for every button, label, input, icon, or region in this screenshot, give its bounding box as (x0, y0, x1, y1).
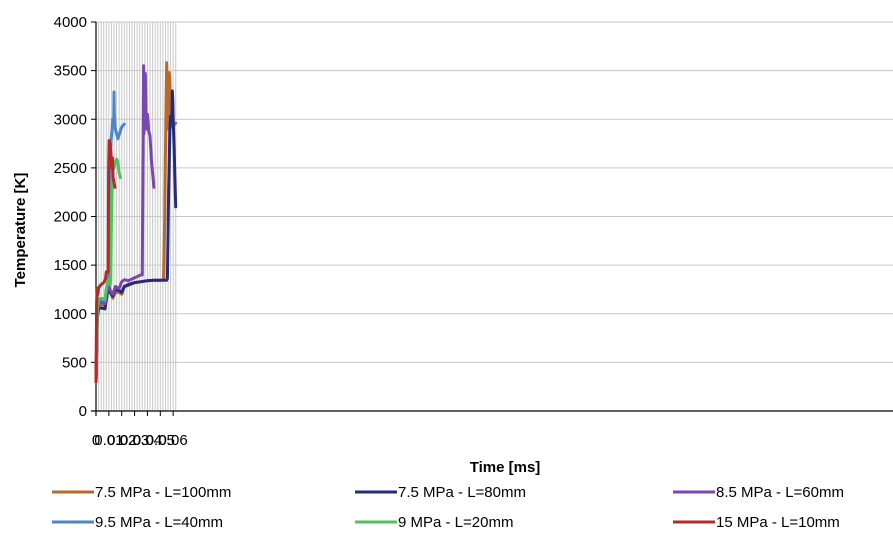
axes (91, 22, 893, 416)
x-tick-label: 0 (92, 432, 100, 449)
y-tick-label: 0 (79, 403, 87, 420)
x-tick-label: 0.03 (120, 432, 149, 449)
y-tick-label: 2500 (54, 160, 87, 177)
legend-label-4: 9.5 MPa - L=40mm (95, 514, 223, 531)
legend-label-1: 7.5 MPa - L=100mm (95, 484, 231, 501)
x-tick-label: 0.01 (94, 432, 123, 449)
y-tick-label: 3500 (54, 63, 87, 80)
legend-label-3: 8.5 MPa - L=60mm (716, 484, 844, 501)
x-tick-label: 0.02 (107, 432, 136, 449)
grid-lines (96, 21, 893, 412)
x-tick-label: 0.05 (146, 432, 175, 449)
y-tick-label: 4000 (54, 14, 87, 31)
y-tick-label: 2000 (54, 209, 87, 226)
x-tick-labels: 00.010.020.030.040.050.06 (92, 411, 188, 449)
y-tick-label: 500 (62, 354, 87, 371)
series-line-6 (94, 139, 117, 384)
legend-label-6: 15 MPa - L=10mm (716, 514, 840, 531)
legend-label-2: 7.5 MPa - L=80mm (398, 484, 526, 501)
y-axis-title: Temperature [K] (12, 173, 29, 288)
y-tick-label: 1500 (54, 257, 87, 274)
y-tick-label: 3000 (54, 111, 87, 128)
y-tick-labels: 0 500 1000 1500 2000 2500 3000 3500 4000 (54, 14, 96, 420)
series-line-4 (94, 90, 126, 384)
x-tick-label: 0.06 (159, 432, 188, 449)
legend-label-5: 9 MPa - L=20mm (398, 514, 513, 531)
y-tick-label: 1000 (54, 306, 87, 323)
plot-area (94, 61, 178, 384)
series-line-5 (94, 157, 122, 384)
x-tick-label: 0.04 (133, 432, 162, 449)
legend: 7.5 MPa - L=100mm 7.5 MPa - L=80mm 8.5 MPa… (52, 484, 844, 531)
x-axis-title: Time [ms] (470, 459, 541, 476)
